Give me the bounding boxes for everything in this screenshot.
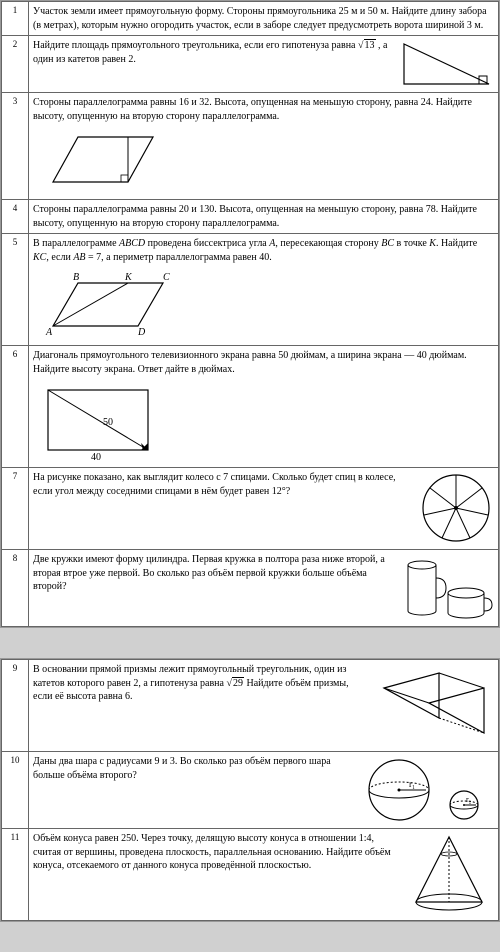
page-1: 1 Участок земли имеет прямоугольную форм… bbox=[0, 0, 500, 628]
table-row: 10 Даны два шара с радиусами 9 и 3. Во с… bbox=[2, 752, 499, 829]
problem-number: 11 bbox=[2, 829, 29, 921]
figure-parallelogram-abcd: B K C A D bbox=[33, 268, 494, 338]
problem-text: На рисунке показано, как выглядит колесо… bbox=[33, 471, 413, 498]
problem-text: Две кружки имеют форму цилиндра. Первая … bbox=[33, 553, 388, 594]
problem-content: Диагональ прямоугольного телевизионного … bbox=[29, 346, 499, 468]
table-row: 11 Объём конуса равен 250. Через точку, … bbox=[2, 829, 499, 921]
problem-content: Найдите площадь прямоугольного треугольн… bbox=[29, 36, 499, 93]
svg-text:r₂: r₂ bbox=[466, 795, 472, 804]
problem-number: 7 bbox=[2, 468, 29, 550]
table-row: 1 Участок земли имеет прямоугольную форм… bbox=[2, 2, 499, 36]
svg-text:C: C bbox=[163, 272, 170, 283]
table-row: 9 В основании прямой призмы лежит прямоу… bbox=[2, 660, 499, 752]
problem-number: 6 bbox=[2, 346, 29, 468]
figure-prism bbox=[374, 663, 494, 748]
problem-content: Две кружки имеют форму цилиндра. Первая … bbox=[29, 550, 499, 627]
table-row: 4 Стороны параллелограмма равны 20 и 130… bbox=[2, 200, 499, 234]
problem-number: 8 bbox=[2, 550, 29, 627]
problem-number: 5 bbox=[2, 234, 29, 346]
figure-spheres: r₁ r₂ bbox=[364, 755, 494, 825]
table-row: 8 Две кружки имеют форму цилиндра. Перва… bbox=[2, 550, 499, 627]
problem-number: 2 bbox=[2, 36, 29, 93]
page-2: 9 В основании прямой призмы лежит прямоу… bbox=[0, 658, 500, 922]
problem-number: 10 bbox=[2, 752, 29, 829]
problem-text: В параллелограмме ABCD проведена биссект… bbox=[33, 237, 494, 264]
problem-number: 3 bbox=[2, 93, 29, 200]
problem-text: Диагональ прямоугольного телевизионного … bbox=[33, 349, 494, 376]
figure-mugs bbox=[394, 553, 494, 623]
problem-text: Стороны параллелограмма равны 20 и 130. … bbox=[29, 200, 499, 234]
svg-text:D: D bbox=[137, 327, 146, 338]
text: Участок земли имеет прямоугольную форму.… bbox=[33, 6, 487, 31]
problem-content: Стороны параллелограмма равны 16 и 32. В… bbox=[29, 93, 499, 200]
problem-number: 9 bbox=[2, 660, 29, 752]
sqrt: √29 bbox=[226, 677, 244, 689]
problem-text: Стороны параллелограмма равны 16 и 32. В… bbox=[33, 96, 494, 123]
problem-text: Даны два шара с радиусами 9 и 3. Во скол… bbox=[33, 755, 358, 782]
svg-text:B: B bbox=[73, 272, 79, 283]
table-row: 5 В параллелограмме ABCD проведена биссе… bbox=[2, 234, 499, 346]
problem-content: В параллелограмме ABCD проведена биссект… bbox=[29, 234, 499, 346]
problem-text: Участок земли имеет прямоугольную форму.… bbox=[29, 2, 499, 36]
figure-cone bbox=[404, 832, 494, 917]
figure-parallelogram bbox=[33, 127, 494, 192]
svg-text:40: 40 bbox=[91, 452, 101, 460]
sqrt: √13 bbox=[358, 39, 376, 51]
problem-content: Объём конуса равен 250. Через точку, дел… bbox=[29, 829, 499, 921]
problem-content: В основании прямой призмы лежит прямоуго… bbox=[29, 660, 499, 752]
problems-table-1: 1 Участок земли имеет прямоугольную форм… bbox=[1, 1, 499, 627]
table-row: 2 Найдите площадь прямоугольного треугол… bbox=[2, 36, 499, 93]
problem-text: В основании прямой призмы лежит прямоуго… bbox=[33, 663, 368, 704]
svg-text:K: K bbox=[124, 272, 133, 283]
problem-content: На рисунке показано, как выглядит колесо… bbox=[29, 468, 499, 550]
figure-triangle bbox=[399, 39, 494, 89]
problem-number: 4 bbox=[2, 200, 29, 234]
svg-text:r₁: r₁ bbox=[409, 779, 415, 789]
table-row: 7 На рисунке показано, как выглядит коле… bbox=[2, 468, 499, 550]
problems-table-2: 9 В основании прямой призмы лежит прямоу… bbox=[1, 659, 499, 921]
svg-text:50: 50 bbox=[103, 417, 113, 428]
table-row: 3 Стороны параллелограмма равны 16 и 32.… bbox=[2, 93, 499, 200]
table-row: 6 Диагональ прямоугольного телевизионног… bbox=[2, 346, 499, 468]
problem-text: Объём конуса равен 250. Через точку, дел… bbox=[33, 832, 398, 873]
problem-content: Даны два шара с радиусами 9 и 3. Во скол… bbox=[29, 752, 499, 829]
figure-wheel bbox=[419, 471, 494, 546]
figure-rectangle-tv: 50 40 bbox=[33, 380, 494, 460]
svg-text:A: A bbox=[45, 327, 53, 338]
problem-number: 1 bbox=[2, 2, 29, 36]
problem-text: Найдите площадь прямоугольного треугольн… bbox=[33, 39, 393, 66]
